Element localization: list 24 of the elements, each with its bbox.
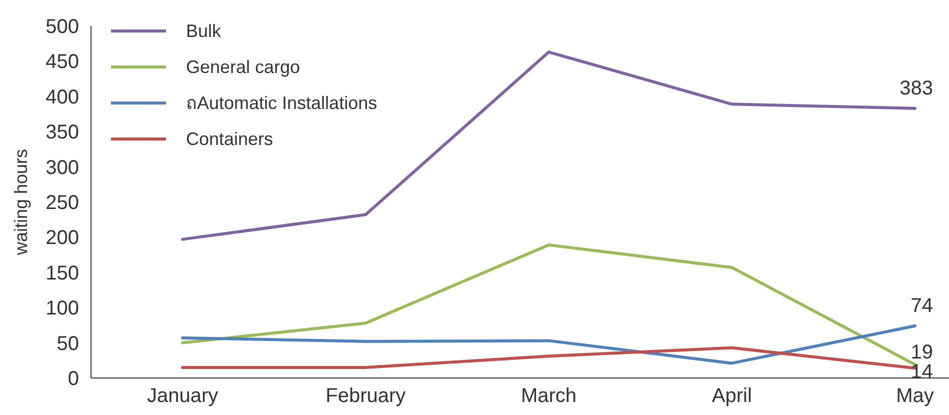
y-tick-label: 400 [46, 86, 79, 108]
x-tick-label: April [712, 385, 752, 407]
y-tick-label: 350 [46, 122, 79, 144]
legend-label: Bulk [186, 21, 222, 41]
data-label: 19 [910, 342, 933, 364]
x-tick-label: May [896, 385, 934, 407]
x-tick-label: March [520, 385, 577, 407]
legend-label: Containers [186, 129, 274, 149]
data-label: 74 [910, 294, 933, 317]
data-label: 383 [900, 77, 933, 100]
y-tick-label: 300 [46, 156, 79, 179]
y-axis-title: waiting hours [11, 148, 31, 256]
y-tick-label: 0 [68, 368, 79, 390]
x-tick-label: January [146, 385, 218, 407]
y-tick-label: 500 [46, 16, 79, 38]
x-tick-label: February [326, 385, 406, 407]
legend-label: ถAutomatic Installations [186, 93, 378, 113]
y-tick-label: 100 [46, 298, 79, 320]
y-tick-label: 150 [46, 262, 79, 284]
y-tick-label: 450 [46, 51, 79, 74]
y-tick-label: 50 [56, 332, 79, 355]
legend-label: General cargo [186, 57, 300, 77]
y-tick-label: 200 [46, 227, 79, 250]
y-tick-label: 250 [46, 192, 79, 214]
